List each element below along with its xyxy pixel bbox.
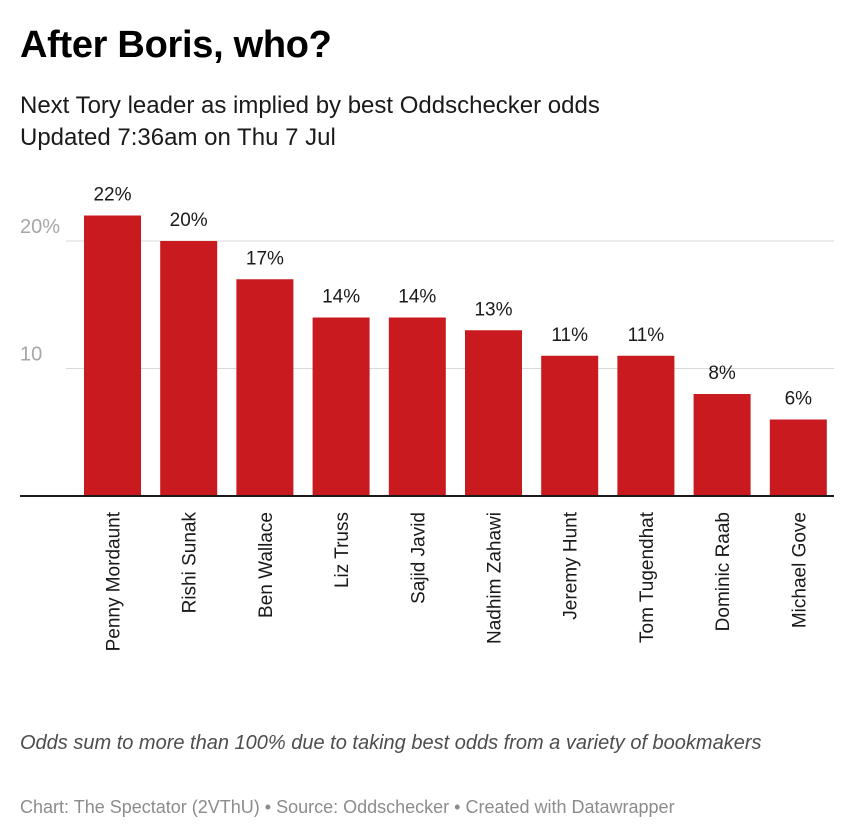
bar bbox=[541, 355, 599, 496]
bar-value-label: 20% bbox=[170, 210, 208, 231]
bar bbox=[465, 330, 522, 496]
x-category-label: Sajid Javid bbox=[408, 512, 429, 604]
bar bbox=[312, 317, 370, 496]
bar bbox=[769, 419, 827, 496]
bar bbox=[160, 241, 218, 496]
x-category-label: Jeremy Hunt bbox=[561, 511, 582, 619]
x-category-label: Dominic Raab bbox=[713, 512, 734, 631]
bar-chart: 10 20% 22% Penny Mordaunt 20% Rishi Sunak 17% B… bbox=[20, 185, 834, 651]
bar-value-label: 17% bbox=[246, 248, 284, 269]
x-category-label: Penny Mordaunt bbox=[104, 511, 125, 651]
bar bbox=[236, 279, 294, 496]
chart-footer: Chart: The Spectator (2VThU) • Source: O… bbox=[20, 797, 675, 817]
y-tick-label: 20% bbox=[20, 216, 60, 238]
x-category-label: Rishi Sunak bbox=[180, 512, 201, 614]
subtitle-line: Next Tory leader as implied by best Odds… bbox=[20, 92, 600, 119]
bar-value-label: 6% bbox=[785, 389, 813, 410]
chart-subtitle: Next Tory leader as implied by best Odds… bbox=[20, 90, 830, 154]
bar bbox=[84, 215, 141, 496]
bar bbox=[617, 355, 675, 496]
bar bbox=[693, 394, 751, 496]
bar bbox=[388, 317, 446, 496]
bar-value-label: 14% bbox=[398, 287, 436, 308]
subtitle-line: Updated 7:36am on Thu 7 Jul bbox=[20, 124, 336, 151]
bar-value-label: 11% bbox=[551, 325, 588, 346]
bar-value-label: 8% bbox=[708, 363, 736, 384]
x-category-label: Michael Gove bbox=[789, 512, 810, 628]
x-category-label: Ben Wallace bbox=[256, 512, 277, 618]
x-category-label: Liz Truss bbox=[332, 512, 353, 588]
x-category-label: Tom Tugendhat bbox=[637, 511, 658, 643]
bar-value-label: 13% bbox=[474, 299, 512, 320]
y-tick-label: 10 bbox=[20, 344, 42, 366]
bar-value-label: 14% bbox=[322, 287, 360, 308]
bar-value-label: 22% bbox=[93, 185, 131, 206]
bar-value-label: 11% bbox=[628, 325, 665, 346]
chart-title: After Boris, who? bbox=[20, 24, 332, 66]
chart-note: Odds sum to more than 100% due to taking… bbox=[20, 732, 762, 754]
x-category-label: Nadhim Zahawi bbox=[485, 512, 506, 644]
